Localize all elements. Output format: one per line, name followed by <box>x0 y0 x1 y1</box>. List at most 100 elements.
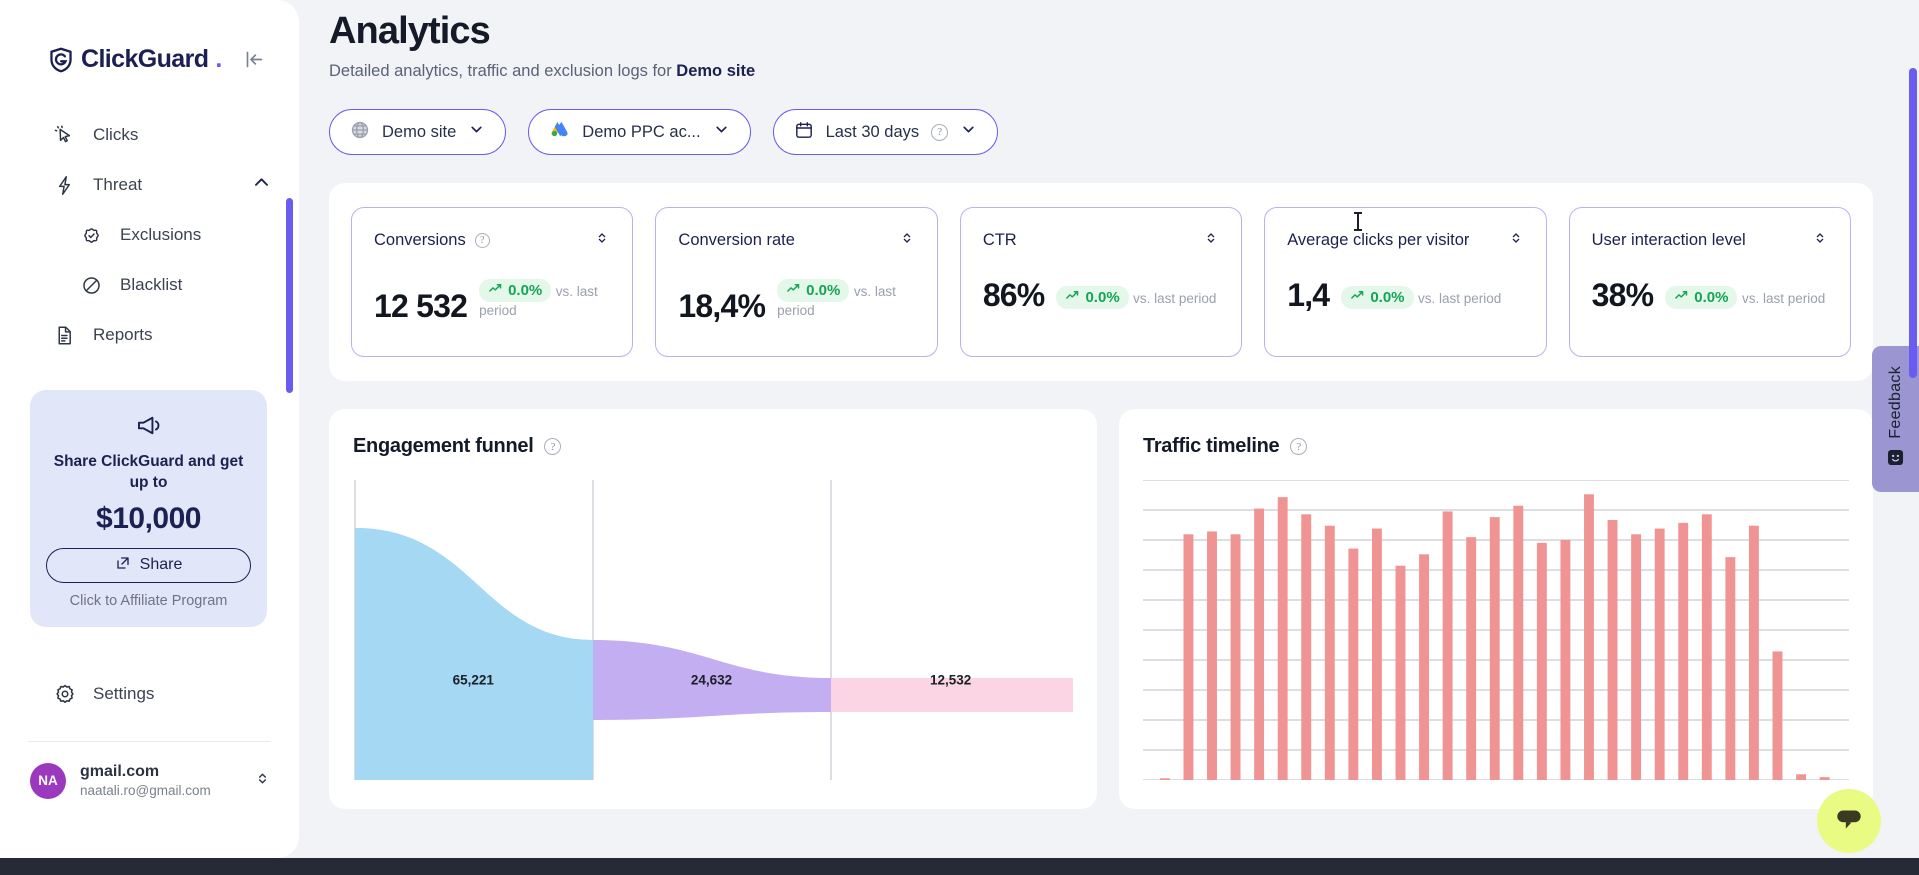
timeline-bar[interactable] <box>1419 554 1430 780</box>
chevron-down-icon <box>468 121 485 143</box>
sidebar-divider <box>28 740 271 742</box>
timeline-bar[interactable] <box>1772 651 1783 780</box>
date-range-label: Last 30 days <box>825 122 920 141</box>
help-circle-icon[interactable]: ? <box>544 438 562 455</box>
chart-header: Traffic timeline ? <box>1143 435 1849 458</box>
sidebar-item-clicks[interactable]: Clicks <box>0 110 299 160</box>
bottom-bar <box>0 858 1919 875</box>
status-badge: 0.0% <box>1056 286 1129 309</box>
chat-widget-button[interactable] <box>1817 789 1881 853</box>
trend-up-icon <box>786 281 801 300</box>
timeline-bar[interactable] <box>1348 548 1359 780</box>
trend-up-icon <box>1350 288 1365 307</box>
funnel-svg <box>354 480 1073 780</box>
help-circle-icon[interactable]: ? <box>931 123 949 141</box>
kpi-value: 12 532 <box>374 288 468 324</box>
help-circle-icon[interactable]: ? <box>1290 438 1308 455</box>
brand-logo[interactable]: ClickGuard . <box>48 45 222 74</box>
kpi-note: vs. last period <box>1741 291 1826 306</box>
page-scrollbar[interactable] <box>1909 68 1917 378</box>
help-circle-icon[interactable]: ? <box>474 233 490 248</box>
collapse-panel-icon[interactable] <box>242 47 268 73</box>
page-subtitle: Detailed analytics, traffic and exclusio… <box>329 62 1873 81</box>
chevron-down-icon <box>713 121 730 143</box>
user-info: gmail.com naatali.ro@gmail.com <box>80 762 211 800</box>
timeline-bar[interactable] <box>1536 542 1547 780</box>
promo-amount: $10,000 <box>96 501 201 535</box>
kpi-sort-icon[interactable] <box>1508 230 1524 251</box>
timeline-bar[interactable] <box>1678 522 1689 780</box>
kpi-sort-icon[interactable] <box>1203 230 1219 251</box>
kpi-body: 12 532 0.0% vs. last period <box>374 279 610 322</box>
timeline-bar[interactable] <box>1183 534 1194 780</box>
date-range-selector[interactable]: Last 30 days ? <box>772 109 999 155</box>
timeline-bar[interactable] <box>1395 565 1406 780</box>
cursor-click-icon <box>53 124 76 147</box>
timeline-bar[interactable] <box>1207 531 1217 780</box>
traffic-timeline-card: Traffic timeline ? <box>1119 409 1873 809</box>
chevron-up-icon[interactable] <box>252 173 271 197</box>
timeline-bar[interactable] <box>1819 777 1830 780</box>
timeline-bar[interactable] <box>1159 778 1170 780</box>
sidebar-item-blacklist[interactable]: Blacklist <box>0 260 299 310</box>
trend-up-icon <box>1674 288 1689 307</box>
kpi-delta-group: 0.0% vs. last period <box>1056 286 1216 311</box>
kpi-sort-icon[interactable] <box>899 230 915 251</box>
kpi-delta: 0.0% <box>1370 289 1405 306</box>
timeline-bar[interactable] <box>1631 534 1642 780</box>
sidebar-scrollbar[interactable] <box>286 198 293 393</box>
funnel-stage-label: 24,632 <box>690 672 733 687</box>
timeline-bar[interactable] <box>1466 537 1477 780</box>
chevron-up-down-icon[interactable] <box>254 770 271 792</box>
sidebar-item-label: Settings <box>93 683 155 703</box>
sidebar-nav: Clicks Threat <box>0 110 299 360</box>
chart-title: Engagement funnel <box>353 435 534 457</box>
status-badge: 0.0% <box>479 279 552 302</box>
kpi-card-average-clicks-per-visitor[interactable]: Average clicks per visitor 1,4 0.0% <box>1264 207 1547 357</box>
affiliate-promo-card[interactable]: Share ClickGuard and get up to $10,000 S… <box>30 390 267 627</box>
sidebar-item-exclusions[interactable]: Exclusions <box>0 210 299 260</box>
kpi-title: Conversion rate <box>678 231 795 249</box>
site-selector[interactable]: Demo site <box>329 109 507 155</box>
user-account-row[interactable]: NA gmail.com naatali.ro@gmail.com <box>0 742 299 800</box>
kpi-body: 18,4% 0.0% vs. last period <box>678 279 914 322</box>
feedback-tab[interactable]: Feedback <box>1872 346 1919 492</box>
timeline-bar[interactable] <box>1277 497 1288 780</box>
ppc-account-selector[interactable]: Demo PPC ac... <box>528 109 751 155</box>
timeline-bar[interactable] <box>1584 494 1594 780</box>
kpi-value: 18,4% <box>678 288 766 324</box>
share-button[interactable]: Share <box>46 547 251 583</box>
sidebar-item-label: Exclusions <box>120 225 202 244</box>
timeline-bar[interactable] <box>1489 517 1500 780</box>
timeline-bar[interactable] <box>1254 508 1265 780</box>
timeline-bar[interactable] <box>1324 525 1335 780</box>
timeline-bar[interactable] <box>1701 514 1712 780</box>
kpi-header: User interaction level <box>1592 230 1828 251</box>
kpi-delta: 0.0% <box>1085 289 1120 306</box>
kpi-sort-icon[interactable] <box>1812 230 1828 251</box>
kpi-delta-group: 0.0% vs. last period <box>479 279 610 322</box>
timeline-bar[interactable] <box>1654 528 1665 780</box>
lightning-bolt-icon <box>53 174 76 197</box>
timeline-bar[interactable] <box>1725 557 1736 780</box>
kpi-header: Conversions ? <box>374 230 610 251</box>
timeline-bar[interactable] <box>1748 525 1759 780</box>
timeline-bar[interactable] <box>1230 534 1241 780</box>
timeline-bar[interactable] <box>1301 514 1312 780</box>
timeline-bar[interactable] <box>1560 540 1571 780</box>
timeline-bar[interactable] <box>1371 528 1382 780</box>
timeline-bar[interactable] <box>1442 511 1453 780</box>
sidebar-item-threat[interactable]: Threat <box>0 160 299 210</box>
trend-up-icon <box>1065 288 1080 307</box>
timeline-bar[interactable] <box>1607 520 1618 780</box>
kpi-card-ctr[interactable]: CTR 86% 0.0% vs. last perio <box>959 207 1243 357</box>
kpi-card-conversion-rate[interactable]: Conversion rate 18,4% 0.0% <box>655 207 938 357</box>
kpi-card-conversions[interactable]: Conversions ? 12 532 0.0% <box>351 207 634 357</box>
timeline-bar[interactable] <box>1513 505 1524 780</box>
sidebar-item-reports[interactable]: Reports <box>0 310 299 360</box>
sidebar-item-settings[interactable]: Settings <box>0 669 299 719</box>
kpi-card-user-interaction-level[interactable]: User interaction level 38% 0.0% <box>1568 207 1852 357</box>
kpi-sort-icon[interactable] <box>594 230 610 251</box>
timeline-bar[interactable] <box>1796 774 1806 780</box>
